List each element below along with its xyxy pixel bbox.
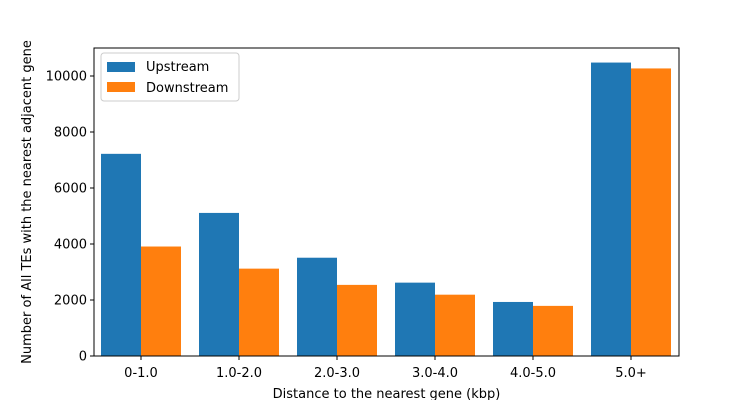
bar-downstream-3-0-4-0 — [435, 295, 475, 356]
x-tick-label: 4.0-5.0 — [510, 366, 556, 381]
x-tick-label: 2.0-3.0 — [314, 366, 360, 381]
y-tick-label: 4000 — [54, 238, 87, 253]
y-tick-label: 0 — [79, 350, 87, 365]
legend: Upstream Downstream — [101, 53, 239, 101]
x-tick-label: 5.0+ — [615, 366, 647, 381]
bar-upstream-5-0 — [591, 63, 631, 356]
legend-swatch-downstream — [107, 82, 135, 92]
bar-upstream-0-1-0 — [101, 154, 141, 356]
bar-downstream-2-0-3-0 — [337, 285, 377, 356]
bar-upstream-1-0-2-0 — [199, 213, 239, 356]
x-tick-label: 0-1.0 — [124, 366, 158, 381]
y-tick-label: 6000 — [54, 182, 87, 197]
legend-label-upstream: Upstream — [146, 60, 209, 75]
y-tick-label: 8000 — [54, 126, 87, 141]
bar-upstream-4-0-5-0 — [493, 302, 533, 356]
x-axis-label: Distance to the nearest gene (kbp) — [273, 387, 501, 400]
y-tick-label: 10000 — [46, 70, 87, 85]
bar-upstream-2-0-3-0 — [297, 258, 337, 356]
legend-swatch-upstream — [107, 62, 135, 72]
legend-label-downstream: Downstream — [146, 81, 228, 96]
y-axis-label: Number of All TEs with the nearest adjac… — [20, 40, 35, 364]
bar-downstream-1-0-2-0 — [239, 269, 279, 356]
x-tick-label: 3.0-4.0 — [412, 366, 458, 381]
bar-downstream-5-0 — [631, 68, 671, 356]
y-tick-label: 2000 — [54, 294, 87, 309]
bar-downstream-4-0-5-0 — [533, 306, 573, 356]
bar-downstream-0-1-0 — [141, 247, 181, 356]
x-tick-label: 1.0-2.0 — [216, 366, 262, 381]
bar-upstream-3-0-4-0 — [395, 283, 435, 356]
